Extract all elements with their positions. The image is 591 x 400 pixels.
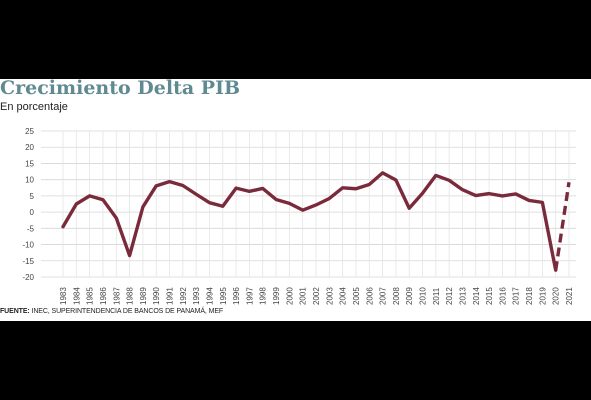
x-tick-label: 1995: [219, 287, 228, 305]
y-tick-label: 0: [30, 208, 35, 217]
x-tick-label: 2018: [525, 287, 534, 305]
x-tick-label: 1988: [126, 287, 135, 305]
x-tick-label: 2003: [325, 287, 334, 305]
x-tick-label: 2000: [285, 287, 294, 305]
x-tick-label: 2005: [352, 287, 361, 305]
source-label: FUENTE:: [0, 308, 30, 315]
series-line: [61, 171, 558, 272]
line-chart: -20 -15 -10 -5 0 5 10 15 20 25 1983 1984 1985 1986 198…: [22, 127, 576, 305]
x-tick-label: 1996: [232, 287, 241, 305]
x-tick-label: 1998: [259, 287, 268, 305]
y-tick-label: -20: [22, 273, 34, 282]
chart-title: Crecimiento Delta PIB: [0, 77, 241, 99]
x-tick-label: 1986: [99, 287, 108, 305]
x-tick-label: 2007: [379, 287, 388, 305]
x-tick-label: 2013: [458, 287, 467, 305]
x-tick-label: 1989: [139, 287, 148, 305]
x-tick-label: 2011: [432, 287, 441, 305]
x-tick-label: 2016: [498, 287, 507, 305]
x-tick-label: 1993: [192, 287, 201, 305]
series-line-projection: [554, 182, 571, 271]
y-tick-label: -15: [22, 257, 34, 266]
y-tick-label: 25: [25, 127, 34, 136]
chart-subtitle: En porcentaje: [0, 101, 68, 113]
x-tick-label: 1990: [152, 287, 161, 305]
x-tick-label: 1997: [245, 287, 254, 305]
x-tick-label: 2010: [419, 287, 428, 305]
x-tick-label: 1985: [86, 287, 95, 305]
x-tick-label: 2019: [538, 287, 547, 305]
x-tick-label: 2014: [472, 287, 481, 305]
chart-panel: Crecimiento Delta PIB En porcentaje -20-…: [0, 77, 591, 321]
y-tick-label: 15: [25, 159, 34, 168]
x-tick-label: 1991: [166, 287, 175, 305]
x-tick-label: 2017: [512, 287, 521, 305]
x-tick-label: 2009: [405, 287, 414, 305]
x-tick-label: 1999: [272, 287, 281, 305]
x-tick-label: 1992: [179, 287, 188, 305]
x-tick-label: 2001: [299, 287, 308, 305]
y-tick-label: -5: [27, 224, 35, 233]
x-tick-label: 2012: [445, 287, 454, 305]
x-tick-label: 2006: [365, 287, 374, 305]
x-tick-label: 2002: [312, 287, 321, 305]
x-tick-label: 1987: [112, 287, 121, 305]
y-tick-label: 20: [25, 143, 34, 152]
x-tick-label: 2021: [565, 287, 574, 305]
source-note: FUENTE: INEC, SUPERINTENDENCIA DE BANCOS…: [0, 308, 223, 315]
x-tick-label: 2008: [392, 287, 401, 305]
source-text: INEC, SUPERINTENDENCIA DE BANCOS DE PANA…: [29, 308, 224, 315]
x-tick-label: 2004: [339, 287, 348, 305]
x-tick-label: 2020: [552, 287, 561, 305]
y-tick-label: 10: [25, 176, 34, 185]
y-tick-label: -10: [22, 241, 34, 250]
y-tick-label: 5: [30, 192, 35, 201]
x-tick-label: 1984: [72, 287, 81, 305]
x-tick-label: 2015: [485, 287, 494, 305]
x-tick-label: 1994: [205, 287, 214, 305]
x-tick-label: 1983: [59, 287, 68, 305]
